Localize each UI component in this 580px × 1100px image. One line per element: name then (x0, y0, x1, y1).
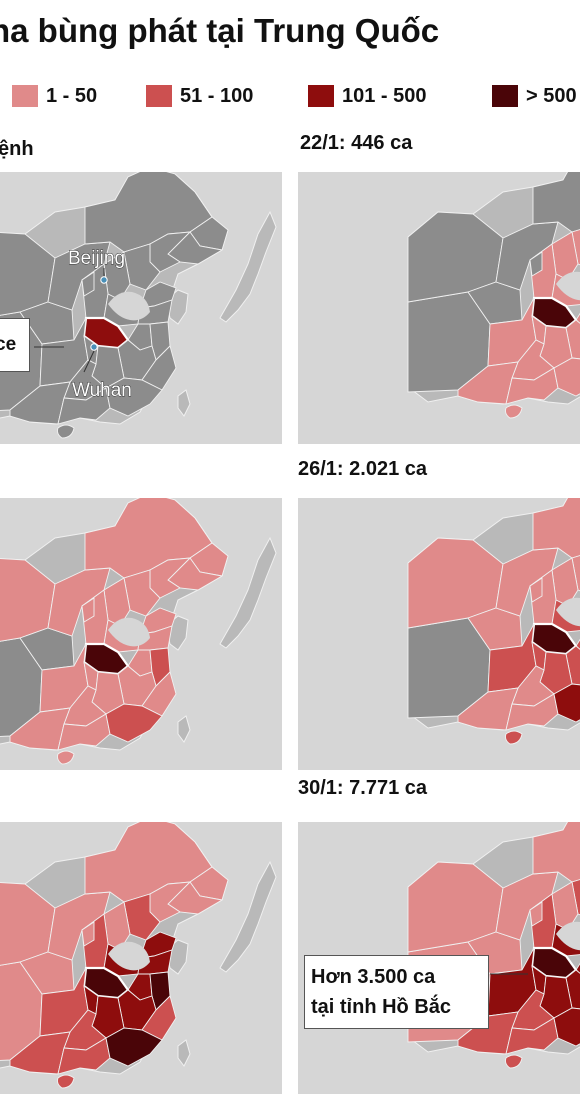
legend: 1 - 50 51 - 100 101 - 500 > 500 (0, 80, 580, 112)
province-anhui (575, 962, 580, 974)
province-guangdong (105, 377, 163, 417)
province-neimenggu (532, 822, 580, 883)
china-map-2 (407, 172, 580, 419)
province-neimenggu (532, 172, 580, 233)
legend-label: 101 - 500 (342, 84, 427, 107)
province-guangxi (57, 1037, 111, 1075)
japan-land (219, 860, 277, 973)
bohai-sea (108, 291, 150, 321)
panel-label-1: ệnh (0, 138, 34, 160)
beijing-dot (100, 276, 108, 284)
province-qinghai (19, 951, 75, 995)
bohai-sea (108, 617, 150, 647)
legend-item-51-100: 51 - 100 (146, 80, 253, 112)
legend-label: > 500 (526, 84, 577, 107)
bohai-sea (108, 941, 150, 971)
callout-hubei: Hơn 3.500 ca tại tỉnh Hồ Bắc (304, 955, 489, 1029)
province-qinghai (467, 607, 523, 651)
legend-swatch (492, 85, 518, 107)
province-yunnan (9, 707, 71, 751)
province-fujian (141, 995, 177, 1041)
beijing-label: Beijing (68, 248, 125, 269)
province-guangdong (105, 1027, 163, 1067)
map-panel-4 (298, 498, 580, 770)
callout-province-text: ce (0, 334, 17, 355)
province-ningxia (81, 597, 95, 623)
wuhan-dot (90, 343, 98, 351)
province-fujian (141, 345, 177, 391)
province-hainan (505, 404, 523, 419)
province-ningxia (81, 271, 95, 297)
wuhan-leader (83, 350, 95, 373)
taiwan-land (177, 389, 191, 417)
callout-hubei-line-1: Hơn 3.500 ca (311, 966, 436, 988)
bohai-sea (556, 271, 580, 301)
legend-swatch (12, 85, 38, 107)
taiwan-land (177, 1039, 191, 1067)
china-map-4 (407, 498, 580, 745)
map-panel-2 (298, 172, 580, 444)
province-hainan (505, 1054, 523, 1069)
province-anhui (575, 312, 580, 324)
province-guangdong (105, 703, 163, 743)
province-guangxi (505, 367, 559, 405)
province-guangxi (505, 693, 559, 731)
province-qinghai (19, 301, 75, 345)
legend-label: 1 - 50 (46, 84, 98, 107)
map-panel-3 (0, 498, 282, 770)
page-title: na bùng phát tại Trung Quốc (0, 12, 440, 49)
callout-province: ce (0, 318, 30, 372)
province-hainan (505, 730, 523, 745)
wuhan-label: Wuhan (72, 380, 132, 401)
province-yunnan (457, 361, 519, 405)
japan-land (219, 536, 277, 649)
province-guangdong (553, 1007, 580, 1047)
legend-item-101-500: 101 - 500 (308, 80, 427, 112)
china-map-5 (0, 822, 277, 1089)
legend-swatch (146, 85, 172, 107)
province-hainan (57, 750, 75, 765)
panel-label-2: 22/1: 446 ca (300, 132, 413, 154)
province-anhui (575, 638, 580, 650)
province-yunnan (457, 687, 519, 731)
legend-label: 51 - 100 (180, 84, 254, 107)
callout-hubei-line-2: tại tỉnh Hồ Bắc (311, 996, 452, 1018)
province-guangxi (57, 713, 111, 751)
province-hainan (57, 424, 75, 439)
legend-item-over-500: > 500 (492, 80, 577, 112)
province-yunnan (457, 1011, 519, 1055)
province-qinghai (467, 281, 523, 325)
province-yunnan (9, 1031, 71, 1075)
china-map-3 (0, 498, 277, 765)
province-ningxia (529, 901, 543, 927)
province-neimenggu (532, 498, 580, 559)
province-hainan (57, 1074, 75, 1089)
province-ningxia (529, 251, 543, 277)
province-ningxia (529, 577, 543, 603)
china-map-1: Beijing Wuhan (0, 172, 277, 439)
bohai-sea (556, 921, 580, 951)
province-yunnan (9, 381, 71, 425)
province-qinghai (19, 627, 75, 671)
map-panel-5 (0, 822, 282, 1094)
taiwan-land (177, 715, 191, 743)
province-guangxi (57, 387, 111, 425)
panel-label-6: 30/1: 7.771 ca (298, 777, 427, 799)
province-fujian (141, 671, 177, 717)
province-guangdong (553, 683, 580, 723)
map-panel-1: Beijing Wuhan (0, 172, 282, 444)
province-ningxia (81, 921, 95, 947)
legend-item-1-50: 1 - 50 (12, 80, 97, 112)
japan-land (219, 210, 277, 323)
legend-swatch (308, 85, 334, 107)
province-guangdong (553, 357, 580, 397)
province-guangxi (505, 1017, 559, 1055)
bohai-sea (556, 597, 580, 627)
panel-label-4: 26/1: 2.021 ca (298, 458, 427, 480)
